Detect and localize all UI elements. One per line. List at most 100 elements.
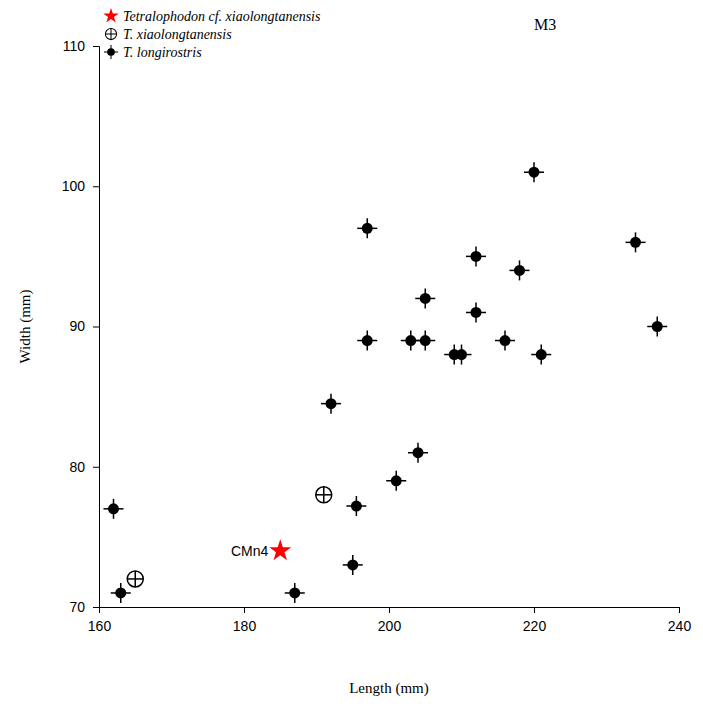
legend-label: T. xiaolongtanensis <box>123 27 232 42</box>
series <box>127 487 332 587</box>
legend-symbol <box>105 28 116 39</box>
marker-circle <box>108 503 119 514</box>
legend-item: T. xiaolongtanensis <box>105 27 232 42</box>
tick-label: 100 <box>62 178 86 194</box>
point <box>111 583 131 603</box>
point <box>321 394 341 414</box>
tick: 180 <box>233 607 257 634</box>
plot-area <box>104 162 668 603</box>
marker-circle <box>362 223 373 234</box>
marker-circle <box>362 335 373 346</box>
tick: 220 <box>523 607 547 634</box>
legend-item: Tetralophodon cf. xiaolongtanensis <box>103 8 321 24</box>
point <box>452 345 472 365</box>
y-axis: 70 80 90 100 110 <box>62 38 100 615</box>
point <box>647 317 667 337</box>
tick-mark <box>534 607 535 613</box>
annotation: CMn4 <box>231 543 269 559</box>
point <box>495 331 515 351</box>
marker-circle <box>471 251 482 262</box>
marker-star <box>269 539 291 560</box>
tick-mark <box>244 607 245 613</box>
tick-mark <box>389 607 390 613</box>
legend-symbol <box>103 8 118 23</box>
axis-line <box>100 608 680 614</box>
marker-circle <box>127 571 143 587</box>
marker-circle <box>529 167 540 178</box>
marker-circle <box>413 447 424 458</box>
point <box>415 288 435 308</box>
tick: 70 <box>69 599 99 615</box>
marker-circle <box>105 28 116 39</box>
point <box>466 246 486 266</box>
point <box>386 471 406 491</box>
point <box>626 232 646 252</box>
marker-circle <box>405 335 416 346</box>
point <box>408 443 428 463</box>
marker-circle <box>289 587 300 598</box>
marker-circle <box>514 265 525 276</box>
marker-circle <box>420 335 431 346</box>
marker-circle <box>500 335 511 346</box>
marker-circle <box>420 293 431 304</box>
x-axis-title: Length (mm) <box>349 680 429 697</box>
marker-circle <box>351 501 362 512</box>
marker-star <box>103 8 118 23</box>
marker-circle <box>471 307 482 318</box>
marker-circle <box>326 398 337 409</box>
legend-item: T. longirostris <box>104 45 202 60</box>
point <box>466 302 486 322</box>
tick-mark <box>93 327 99 328</box>
tick: 100 <box>62 178 99 194</box>
series <box>104 162 668 603</box>
marker-circle <box>107 48 115 56</box>
tick-label: 90 <box>69 318 85 334</box>
point <box>346 496 366 516</box>
point <box>357 331 377 351</box>
marker-circle <box>347 559 358 570</box>
legend-label: Tetralophodon cf. xiaolongtanensis <box>123 9 321 24</box>
axis-line <box>93 47 100 608</box>
point <box>127 571 143 587</box>
tick-mark <box>93 186 99 187</box>
point <box>104 499 124 519</box>
point <box>357 218 377 238</box>
tick-label: 200 <box>378 618 402 634</box>
marker-circle <box>316 487 332 503</box>
legend: Tetralophodon cf. xiaolongtanensis T. xia… <box>103 8 321 60</box>
y-axis-title: Width (mm) <box>17 290 34 364</box>
tick: 110 <box>63 38 99 54</box>
marker-circle <box>456 349 467 360</box>
tick: 80 <box>69 459 99 475</box>
legend-label: T. longirostris <box>123 45 202 60</box>
tick-mark <box>93 607 99 608</box>
point <box>269 539 291 560</box>
series <box>269 539 291 560</box>
x-axis: 160 180 200 220 240 <box>88 607 692 634</box>
marker-circle <box>391 475 402 486</box>
point <box>531 345 551 365</box>
tick-label: 80 <box>69 459 85 475</box>
point <box>415 331 435 351</box>
tick-label: 180 <box>233 618 257 634</box>
tick-mark <box>93 467 99 468</box>
marker-cross <box>323 487 325 503</box>
marker-circle <box>630 237 641 248</box>
marker-cross <box>135 571 137 587</box>
tick-label: 70 <box>69 599 85 615</box>
legend-symbol <box>104 45 118 59</box>
marker-circle <box>652 321 663 332</box>
tick: 160 <box>88 607 112 634</box>
point <box>510 260 530 280</box>
tick-mark <box>679 607 680 613</box>
point <box>316 487 332 503</box>
tick-mark <box>93 46 99 47</box>
chart: 160 180 200 220 240 70 80 90 100 110 Length (mm) Wi… <box>0 0 703 709</box>
tick-label: 110 <box>63 38 86 54</box>
tick: 240 <box>668 607 692 634</box>
chart-title: M3 <box>534 16 556 33</box>
tick-label: 160 <box>88 618 112 634</box>
point <box>524 162 544 182</box>
point <box>343 555 363 575</box>
marker-cross <box>110 28 111 39</box>
